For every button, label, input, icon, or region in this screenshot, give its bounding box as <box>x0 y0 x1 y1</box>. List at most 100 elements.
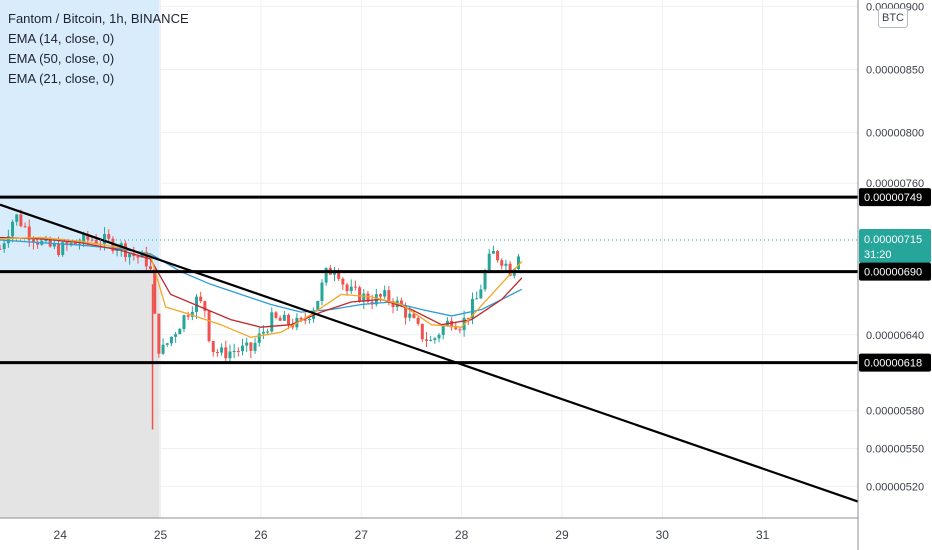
candle-body <box>23 226 27 228</box>
candle-body <box>349 286 353 292</box>
candle-body <box>387 290 391 302</box>
x-tick-label: 24 <box>54 528 68 542</box>
candle-body <box>358 287 362 302</box>
candle-body <box>483 271 487 290</box>
candle-body <box>399 300 403 306</box>
candle-body <box>195 296 199 312</box>
trend-line[interactable] <box>0 203 859 503</box>
candle-body <box>174 334 178 337</box>
candle-body <box>491 250 495 254</box>
candle-body <box>228 351 232 359</box>
candle-body <box>303 319 307 321</box>
candle-body <box>257 333 261 343</box>
y-tick-label: 0.00000850 <box>866 64 924 76</box>
candle-body <box>391 301 395 308</box>
candle-body <box>333 272 337 275</box>
candle-body <box>161 344 165 354</box>
candle-body <box>128 253 132 258</box>
y-tick-label: 0.00000800 <box>866 128 924 140</box>
candle-body <box>27 226 31 240</box>
candle-body <box>274 312 278 318</box>
candle-body <box>169 336 173 344</box>
legend-ema-21[interactable]: EMA (21, close, 0) <box>8 71 115 86</box>
candle-body <box>458 329 462 331</box>
current-price-label: 0.00000715 <box>864 234 922 246</box>
candle-body <box>508 263 512 276</box>
candle-body <box>61 242 65 255</box>
candle-body <box>441 325 445 335</box>
candle-body <box>416 317 420 324</box>
candle-body <box>182 315 186 329</box>
candle-body <box>19 214 23 227</box>
candle-body <box>516 256 520 270</box>
x-tick-label: 29 <box>555 528 569 542</box>
candle-body <box>429 340 433 342</box>
candle-body <box>236 351 240 353</box>
y-tick-label: 0.00000550 <box>866 444 924 456</box>
candle-body <box>504 263 508 266</box>
descending-trendline[interactable] <box>0 203 859 503</box>
candle-body <box>207 310 211 342</box>
candle-body <box>412 313 416 318</box>
candle-body <box>366 293 370 302</box>
candle-body <box>362 293 366 302</box>
candle-body <box>73 242 77 245</box>
candle-body <box>383 290 387 297</box>
candle-body <box>90 239 94 241</box>
level-label: 0.00000690 <box>864 267 922 279</box>
candle-body <box>224 347 228 359</box>
candle-body <box>199 296 203 302</box>
candle-body <box>337 272 341 279</box>
y-tick-label: 0.00000580 <box>866 406 924 418</box>
candle-body <box>190 311 194 317</box>
ema-lines <box>0 236 523 338</box>
candle-body <box>220 347 224 353</box>
candle-body <box>165 343 169 345</box>
candle-body <box>299 317 303 320</box>
candle-body <box>320 282 324 301</box>
current-price-box <box>859 229 931 264</box>
candle-body <box>245 342 249 346</box>
candle-body <box>241 345 245 352</box>
candle-body <box>103 234 107 244</box>
candle-body <box>94 239 98 244</box>
candle-body <box>454 327 458 330</box>
candle-body <box>149 266 153 270</box>
candle-body <box>249 342 253 351</box>
candle-body <box>211 341 215 352</box>
candle-body <box>36 242 40 245</box>
candle-body <box>437 334 441 339</box>
level-label: 0.00000749 <box>864 192 922 204</box>
highlight-regions <box>0 0 160 518</box>
candle-body <box>270 312 274 332</box>
countdown-label: 31:20 <box>864 249 892 261</box>
horizontal-levels[interactable]: 0.00000715 31:20 0.00000749 0.00000690 0.000… <box>0 188 931 372</box>
ema-line <box>0 239 523 317</box>
candle-body <box>475 298 479 300</box>
legend-ema-14[interactable]: EMA (14, close, 0) <box>8 31 115 46</box>
candle-body <box>57 243 61 255</box>
level-label-box <box>859 353 931 372</box>
legend-ema-50[interactable]: EMA (50, close, 0) <box>8 51 115 66</box>
currency-badge[interactable]: BTC <box>878 8 908 28</box>
level-label-box <box>859 188 931 207</box>
ema-line <box>0 236 523 328</box>
candle-body <box>404 305 408 318</box>
candle-body <box>144 252 148 267</box>
candle-body <box>287 314 291 325</box>
candle-body <box>11 221 15 237</box>
candle-body <box>353 286 357 288</box>
candle-body <box>0 248 2 250</box>
highlight-region-top <box>0 0 160 272</box>
candle-body <box>479 289 483 299</box>
legend: Fantom / Bitcoin, 1h, BINANCE EMA (14, c… <box>8 9 189 89</box>
candle-body <box>203 301 207 311</box>
candle-body <box>500 260 504 266</box>
candle-body <box>82 234 86 244</box>
candle-body <box>2 243 6 250</box>
candle-body <box>153 269 157 314</box>
candle-body <box>282 314 286 321</box>
candle-body <box>316 300 320 311</box>
